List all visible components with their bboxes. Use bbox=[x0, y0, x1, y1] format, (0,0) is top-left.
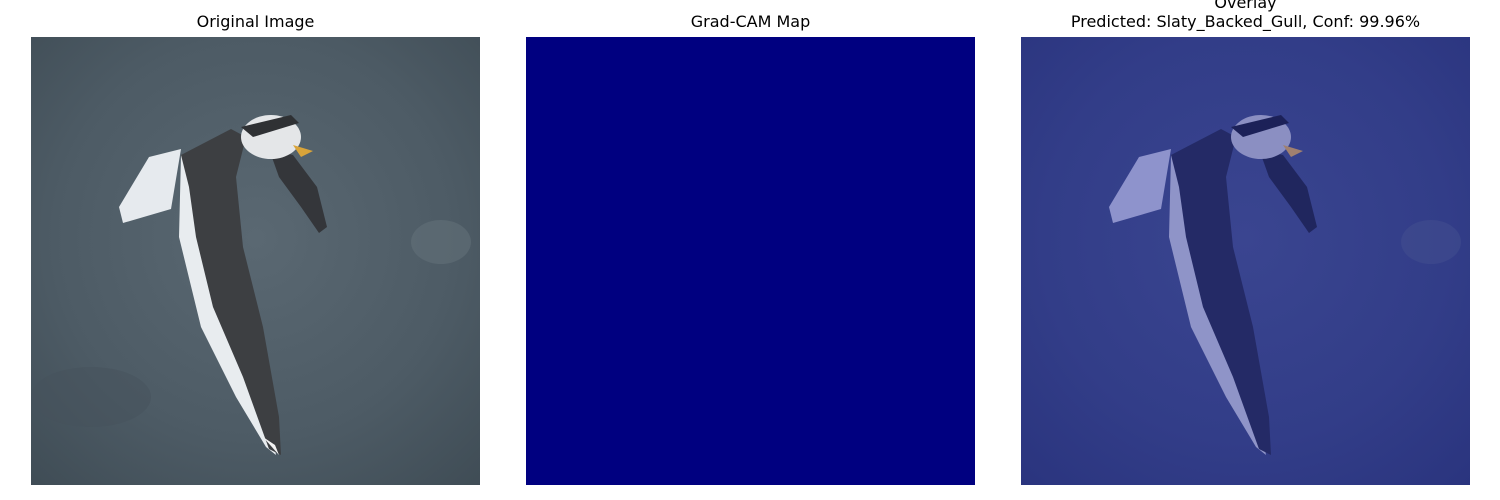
original-image-panel: Original Image bbox=[31, 0, 480, 500]
overlay-photo bbox=[1021, 37, 1470, 485]
gradcam-panel: Grad-CAM Map bbox=[526, 0, 975, 500]
overlay-panel: Overlay Predicted: Slaty_Backed_Gull, Co… bbox=[1021, 0, 1470, 500]
gradcam-title: Grad-CAM Map bbox=[690, 12, 811, 31]
original-image bbox=[31, 37, 480, 485]
gradcam-map bbox=[526, 37, 975, 485]
original-image-title: Original Image bbox=[196, 12, 315, 31]
overlay-image bbox=[1021, 37, 1470, 485]
gull-photo bbox=[31, 37, 480, 485]
overlay-title: Overlay bbox=[1214, 0, 1277, 12]
gull-figure-overlay bbox=[1109, 115, 1317, 455]
gull-figure bbox=[119, 115, 327, 455]
overlay-prediction-label: Predicted: Slaty_Backed_Gull, Conf: 99.9… bbox=[1070, 12, 1421, 31]
gradcam-heatmap bbox=[526, 37, 975, 485]
